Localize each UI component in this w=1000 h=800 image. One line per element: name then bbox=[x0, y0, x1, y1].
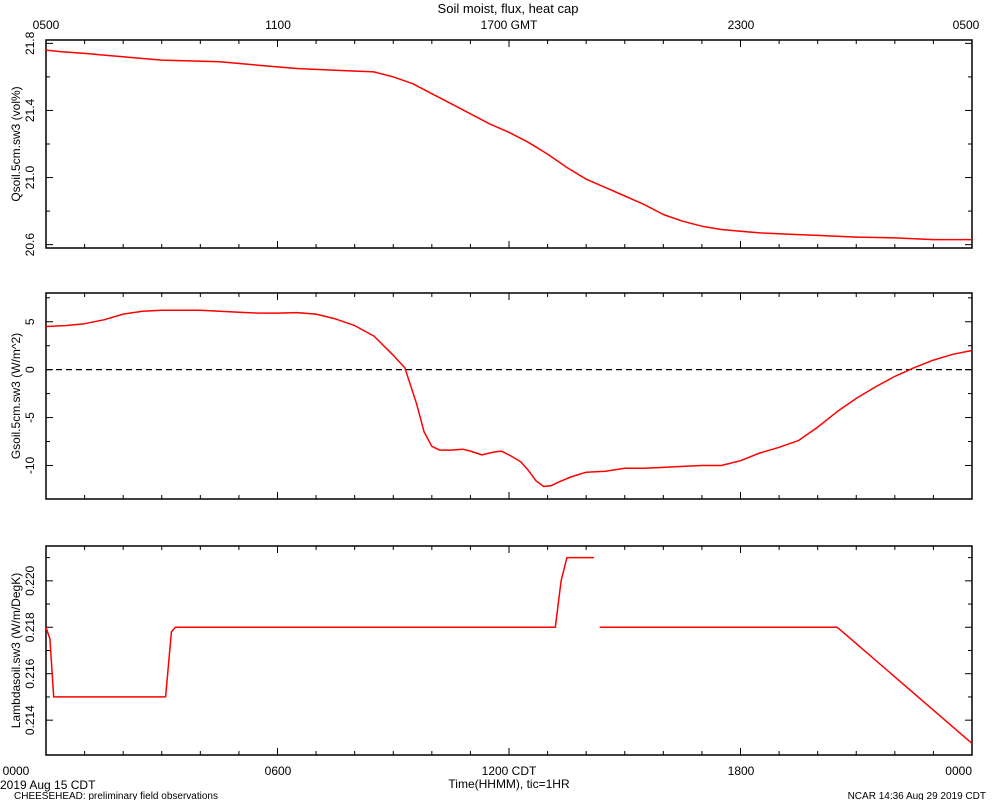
top-tick-label: 0500 bbox=[33, 18, 60, 32]
top-tick-label: 1100 bbox=[265, 18, 291, 32]
y-tick-label: 0.216 bbox=[23, 658, 37, 688]
bottom-tick-label: 1200 CDT bbox=[482, 764, 537, 778]
thermal-conductivity-frame bbox=[45, 545, 973, 756]
y-tick-label: 21.0 bbox=[23, 166, 37, 190]
y-tick-label: 0.214 bbox=[23, 705, 37, 735]
bottom-axis-labels: 0000 0600 1200 CDT 1800 0000 bbox=[3, 764, 973, 778]
y-tick-label: 5 bbox=[23, 318, 37, 325]
y-tick-label: -5 bbox=[23, 412, 37, 423]
y-tick-label: 21.4 bbox=[23, 98, 37, 122]
bottom-tick-label: 0000 bbox=[945, 764, 972, 778]
footer-left: CHEESEHEAD: preliminary field observatio… bbox=[14, 791, 218, 800]
thermal-conductivity-ylabel: Lambdasoil.sw3 (W/m/DegK) bbox=[9, 573, 23, 728]
soil-heat-flux-ylabel: Gsoil.5cm.sw3 (W/m^2) bbox=[9, 333, 23, 459]
footer-right: NCAR 14:36 Aug 29 2019 CDT bbox=[848, 791, 986, 800]
bottom-tick-label: 0600 bbox=[265, 764, 292, 778]
soil-heat-flux-panel: -10 -5 0 5 Gsoil.5cm.sw3 (W/m^2) bbox=[9, 292, 973, 500]
y-tick-label: 0.218 bbox=[23, 612, 37, 642]
soil-moisture-frame bbox=[45, 39, 973, 249]
figure-title: Soil moist, flux, heat cap bbox=[438, 1, 579, 16]
soil-moisture-ylabel: Qsoil.5cm.sw3 (vol%) bbox=[9, 86, 23, 201]
bottom-tick-label: 0000 bbox=[3, 764, 30, 778]
y-tick-label: 20.6 bbox=[23, 233, 37, 257]
top-tick-label: 2300 bbox=[728, 18, 755, 32]
thermal-conductivity-series-line-0 bbox=[45, 556, 594, 698]
y-tick-label: 21.8 bbox=[23, 31, 37, 55]
soil-heat-flux-frame bbox=[45, 292, 973, 500]
y-tick-label: 0.220 bbox=[23, 565, 37, 595]
soil-moisture-series-line-0 bbox=[45, 49, 972, 241]
top-axis-labels: 0500 1100 1700 GMT 2300 0500 bbox=[33, 18, 980, 32]
date-label: 2019 Aug 15 CDT bbox=[0, 778, 96, 792]
soil-moisture-panel: 20.6 21.0 21.4 21.8 Qsoil.5cm.sw3 (vol%) bbox=[9, 31, 973, 257]
top-tick-label: 0500 bbox=[953, 18, 980, 32]
thermal-conductivity-series-line-1 bbox=[599, 626, 973, 744]
y-tick-label: 0 bbox=[23, 366, 37, 373]
top-tick-label: 1700 GMT bbox=[481, 18, 538, 32]
soil-heat-flux-series-line-0 bbox=[45, 309, 973, 488]
x-axis-title: Time(HHMM), tic=1HR bbox=[448, 777, 570, 791]
bottom-tick-label: 1800 bbox=[728, 764, 755, 778]
y-tick-label: -10 bbox=[23, 456, 37, 474]
